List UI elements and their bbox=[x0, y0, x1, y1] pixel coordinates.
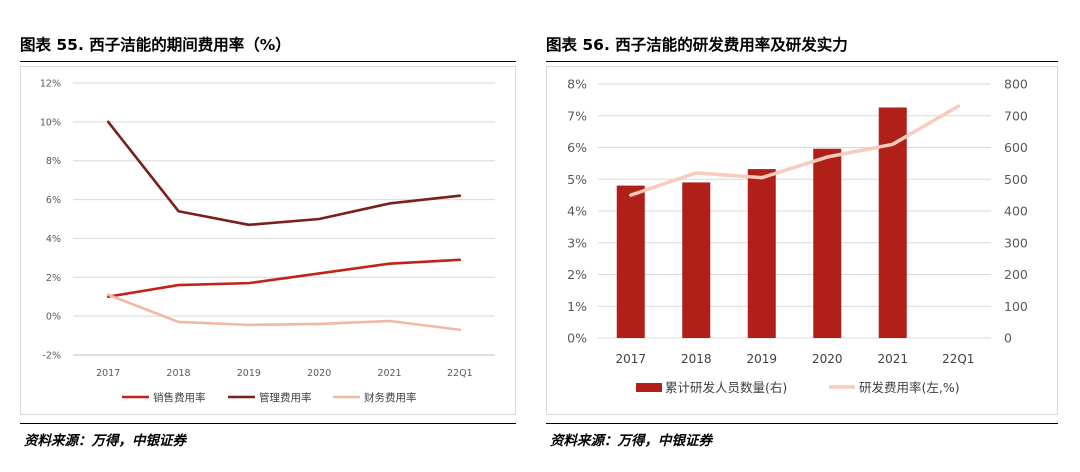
y-right-tick-label: 700 bbox=[1004, 108, 1028, 123]
bar bbox=[878, 107, 907, 339]
rd-expense-ratio-line bbox=[629, 104, 960, 197]
x-tick-label: 2019 bbox=[237, 368, 261, 379]
x-tick-label: 2017 bbox=[96, 368, 120, 379]
y-tick-label: 2% bbox=[46, 273, 61, 284]
chart-frame bbox=[546, 66, 1058, 415]
chart-frame bbox=[20, 66, 516, 415]
x-tick-label: 2018 bbox=[681, 352, 712, 366]
source-rule bbox=[546, 423, 1058, 424]
y-right-tick-label: 600 bbox=[1004, 140, 1028, 155]
source-note: 资料来源：万得，中银证券 bbox=[550, 433, 712, 449]
series-line-2 bbox=[106, 120, 462, 227]
y-left-tick-label: 3% bbox=[567, 235, 587, 250]
bar bbox=[747, 169, 776, 338]
bar bbox=[813, 148, 842, 338]
y-right-tick-label: 200 bbox=[1004, 267, 1028, 282]
y-tick-label: -2% bbox=[43, 351, 62, 362]
x-tick-label: 2021 bbox=[377, 368, 401, 379]
series-line-1 bbox=[106, 258, 462, 299]
y-left-tick-label: 2% bbox=[567, 267, 587, 282]
y-right-tick-label: 0 bbox=[1004, 331, 1012, 346]
expense-ratio-line-chart: -2% 0% 2% 4% 6% 8% 10% 12% 2017 2018 2019 2020 2021 2… bbox=[40, 79, 495, 404]
legend-label: 销售费用率 bbox=[153, 391, 206, 404]
y-right-tick-label: 100 bbox=[1004, 299, 1028, 314]
y-tick-label: 0% bbox=[46, 312, 61, 323]
series-line-3 bbox=[106, 293, 462, 332]
source-note: 资料来源：万得，中银证券 bbox=[24, 433, 186, 449]
y-tick-label: 6% bbox=[46, 195, 61, 206]
figure-title: 图表 56. 西子洁能的研发费用率及研发实力 bbox=[546, 36, 848, 54]
figure-55-panel: 图表 55. 西子洁能的期间费用率（%） -2% 0% 2% 4% 6% 8% 10% 12%… bbox=[20, 0, 516, 472]
legend-label: 累计研发人员数量(右) bbox=[665, 380, 787, 395]
y-tick-label: 12% bbox=[40, 79, 61, 90]
y-tick-label: 8% bbox=[46, 156, 61, 167]
x-tick-label: 2020 bbox=[307, 368, 331, 379]
x-tick-label: 22Q1 bbox=[942, 352, 974, 366]
x-tick-label: 2021 bbox=[877, 352, 908, 366]
x-tick-label: 2019 bbox=[746, 352, 777, 366]
y-left-tick-label: 8% bbox=[567, 77, 587, 92]
title-rule bbox=[546, 61, 1058, 62]
y-right-tick-label: 400 bbox=[1004, 204, 1028, 219]
figure-56-panel: 图表 56. 西子洁能的研发费用率及研发实力 0% 1% 2% 3% 4% 5% 6% 7% 8… bbox=[546, 0, 1058, 472]
legend-label: 财务费用率 bbox=[364, 391, 417, 404]
x-tick-label: 2020 bbox=[812, 352, 843, 366]
x-tick-label: 2017 bbox=[615, 352, 646, 366]
y-left-tick-label: 0% bbox=[567, 331, 587, 346]
y-left-tick-label: 5% bbox=[567, 172, 587, 187]
bar bbox=[682, 182, 711, 338]
y-left-tick-label: 1% bbox=[567, 299, 587, 314]
y-tick-label: 4% bbox=[46, 234, 61, 245]
y-left-tick-label: 4% bbox=[567, 204, 587, 219]
y-right-tick-label: 800 bbox=[1004, 77, 1028, 92]
y-tick-label: 10% bbox=[40, 117, 61, 128]
y-left-tick-label: 6% bbox=[567, 140, 587, 155]
y-left-tick-label: 7% bbox=[567, 108, 587, 123]
x-tick-label: 2018 bbox=[166, 368, 190, 379]
source-rule bbox=[20, 423, 516, 424]
y-right-tick-label: 300 bbox=[1004, 235, 1028, 250]
y-right-tick-label: 500 bbox=[1004, 172, 1028, 187]
legend-swatch-bar bbox=[636, 383, 662, 392]
title-rule bbox=[20, 61, 516, 62]
legend-label: 研发费用率(左,%) bbox=[859, 380, 960, 395]
x-tick-label: 22Q1 bbox=[447, 368, 473, 379]
figure-title: 图表 55. 西子洁能的期间费用率（%） bbox=[20, 36, 291, 54]
bar bbox=[616, 185, 645, 338]
rd-bar-line-chart: 0% 1% 2% 3% 4% 5% 6% 7% 8% 0 100 200 300 400 500 600 700… bbox=[567, 77, 1028, 396]
legend-label: 管理费用率 bbox=[259, 391, 312, 404]
